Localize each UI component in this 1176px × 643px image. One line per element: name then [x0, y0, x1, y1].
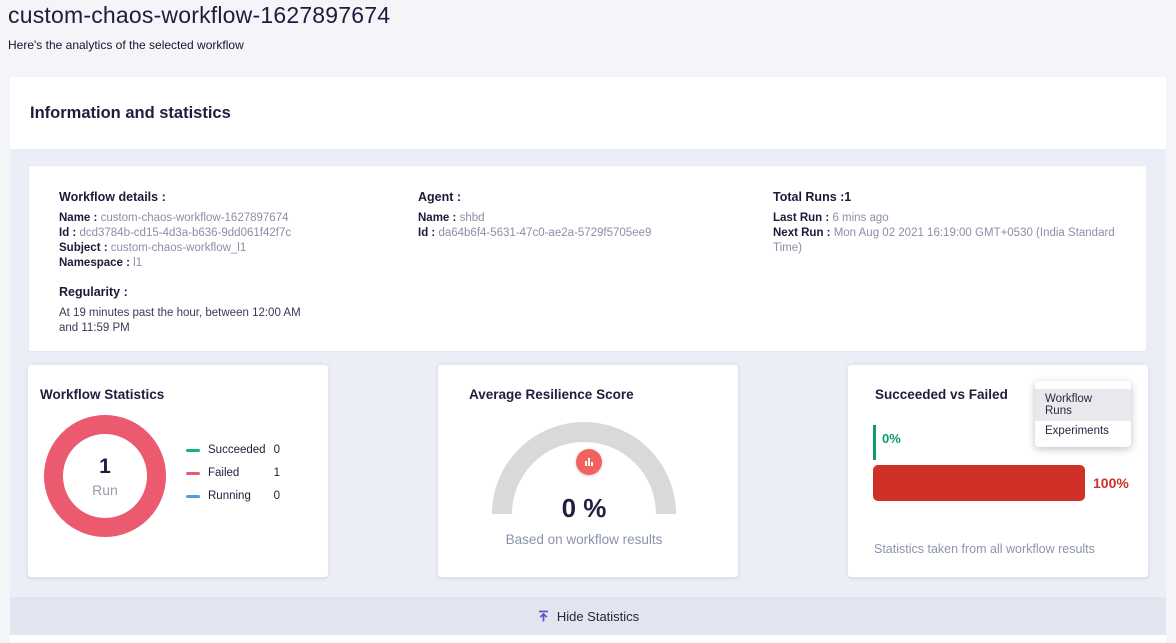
- workflow-statistics-card: Workflow Statistics 1 Run Succeeded 0: [28, 365, 328, 577]
- detail-label: Name :: [59, 212, 98, 224]
- workflow-details-column: Workflow details : Name : custom-chaos-w…: [59, 190, 327, 336]
- legend-label: Succeeded: [208, 444, 266, 456]
- runs-column: Total Runs :1 Last Run : 6 mins ago Next…: [773, 190, 1145, 256]
- detail-row-next-run: Next Run : Mon Aug 02 2021 16:19:00 GMT+…: [773, 226, 1145, 256]
- detail-value: shbd: [459, 212, 485, 224]
- workflow-details-card: Workflow details : Name : custom-chaos-w…: [28, 165, 1147, 352]
- detail-value: custom-chaos-workflow_l1: [110, 242, 247, 254]
- legend-value: 0: [273, 444, 280, 456]
- detail-value: 6 mins ago: [832, 212, 889, 224]
- detail-value: Mon Aug 02 2021 16:19:00 GMT+0530 (India…: [773, 227, 1115, 254]
- failed-percentage: 100%: [1093, 475, 1129, 491]
- page-title: custom-chaos-workflow-1627897674: [8, 2, 391, 28]
- running-dash-icon: [186, 494, 200, 498]
- succeeded-vs-failed-title: Succeeded vs Failed: [875, 387, 1008, 402]
- legend-item-succeeded: Succeeded 0: [186, 444, 280, 456]
- regularity-heading: Regularity :: [59, 285, 128, 299]
- agent-heading: Agent :: [418, 190, 462, 204]
- detail-label: Id :: [418, 227, 436, 239]
- detail-label: Id :: [59, 227, 77, 239]
- donut-svg: [44, 415, 166, 537]
- donut-run-count: 1: [99, 454, 111, 478]
- detail-row-name: Name : custom-chaos-workflow-1627897674: [59, 211, 327, 226]
- donut-failed-arc: [44, 415, 166, 537]
- donut-center: 1 Run: [44, 415, 166, 537]
- detail-value: da64b6f4-5631-47c0-ae2a-5729f5705ee9: [438, 227, 652, 239]
- donut-run-label: Run: [92, 481, 118, 498]
- detail-label: Next Run :: [773, 227, 831, 239]
- succeeded-vs-failed-card: Succeeded vs Failed Workflow Runs Experi…: [848, 365, 1148, 577]
- detail-label: Name :: [418, 212, 457, 224]
- detail-value: l1: [133, 257, 143, 269]
- legend-label: Running: [208, 490, 251, 502]
- detail-row-subject: Subject : custom-chaos-workflow_l1: [59, 241, 327, 256]
- info-statistics-container: Information and statistics Workflow deta…: [10, 77, 1166, 643]
- legend-value: 0: [273, 490, 280, 502]
- donut-legend: Succeeded 0 Failed 1 Running 0: [186, 444, 280, 502]
- detail-row-agent-name: Name : shbd: [418, 211, 738, 226]
- resilience-caption: Based on workflow results: [505, 532, 663, 547]
- gauge-svg: [492, 422, 676, 515]
- gauge-track-arc: [492, 422, 676, 515]
- hide-statistics-button[interactable]: Hide Statistics: [10, 597, 1166, 635]
- legend-item-failed: Failed 1: [186, 467, 280, 479]
- resilience-score-value: 0 %: [561, 493, 607, 523]
- succeeded-percentage: 0%: [882, 431, 901, 446]
- bar-chart-icon: [576, 449, 602, 475]
- dropdown-item-experiments[interactable]: Experiments: [1045, 425, 1109, 437]
- failed-bar: [873, 465, 1085, 501]
- regularity-text: At 19 minutes past the hour, between 12:…: [59, 307, 301, 334]
- succeeded-bar: [873, 425, 876, 460]
- detail-value: dcd3784b-cd15-4d3a-b636-9dd061f42f7c: [79, 227, 292, 239]
- statistics-note: Statistics taken from all workflow resul…: [874, 542, 1095, 556]
- bottom-spacer: [10, 635, 1166, 643]
- hide-statistics-label: Hide Statistics: [556, 608, 640, 624]
- collapse-up-icon: [538, 610, 548, 621]
- dropdown-item-workflow-runs[interactable]: Workflow Runs: [1035, 389, 1131, 421]
- page-header: custom-chaos-workflow-1627897674 Here's …: [8, 2, 390, 52]
- resilience-gauge: [484, 414, 684, 526]
- bar-chart-glyph: [585, 458, 593, 466]
- resilience-title: Average Resilience Score: [469, 387, 634, 402]
- detail-value: custom-chaos-workflow-1627897674: [100, 212, 289, 224]
- resilience-score-card: Average Resilience Score 0 % Based on wo…: [438, 365, 738, 577]
- detail-row-namespace: Namespace : l1: [59, 256, 327, 271]
- runs-donut-chart: 1 Run: [44, 415, 166, 537]
- detail-row-agent-id: Id : da64b6f4-5631-47c0-ae2a-5729f5705ee…: [418, 226, 738, 241]
- legend-value: 1: [273, 467, 280, 479]
- detail-label: Subject :: [59, 242, 108, 254]
- agent-column: Agent : Name : shbd Id : da64b6f4-5631-4…: [418, 190, 738, 241]
- failed-dash-icon: [186, 471, 200, 475]
- detail-label: Namespace :: [59, 257, 130, 269]
- section-title: Information and statistics: [30, 104, 231, 122]
- page-subtitle: Here's the analytics of the selected wor…: [8, 38, 244, 52]
- detail-row-last-run: Last Run : 6 mins ago: [773, 211, 1145, 226]
- legend-label: Failed: [208, 467, 240, 479]
- total-runs-heading: Total Runs :1: [773, 190, 852, 204]
- chart-scope-dropdown[interactable]: Workflow Runs Experiments: [1035, 381, 1131, 447]
- succeeded-dash-icon: [186, 448, 200, 452]
- workflow-statistics-title: Workflow Statistics: [40, 387, 165, 402]
- detail-row-id: Id : dcd3784b-cd15-4d3a-b636-9dd061f42f7…: [59, 226, 327, 241]
- workflow-details-heading: Workflow details :: [59, 190, 166, 204]
- statistics-panel: Workflow details : Name : custom-chaos-w…: [10, 149, 1166, 643]
- detail-label: Last Run :: [773, 212, 830, 224]
- legend-item-running: Running 0: [186, 490, 280, 502]
